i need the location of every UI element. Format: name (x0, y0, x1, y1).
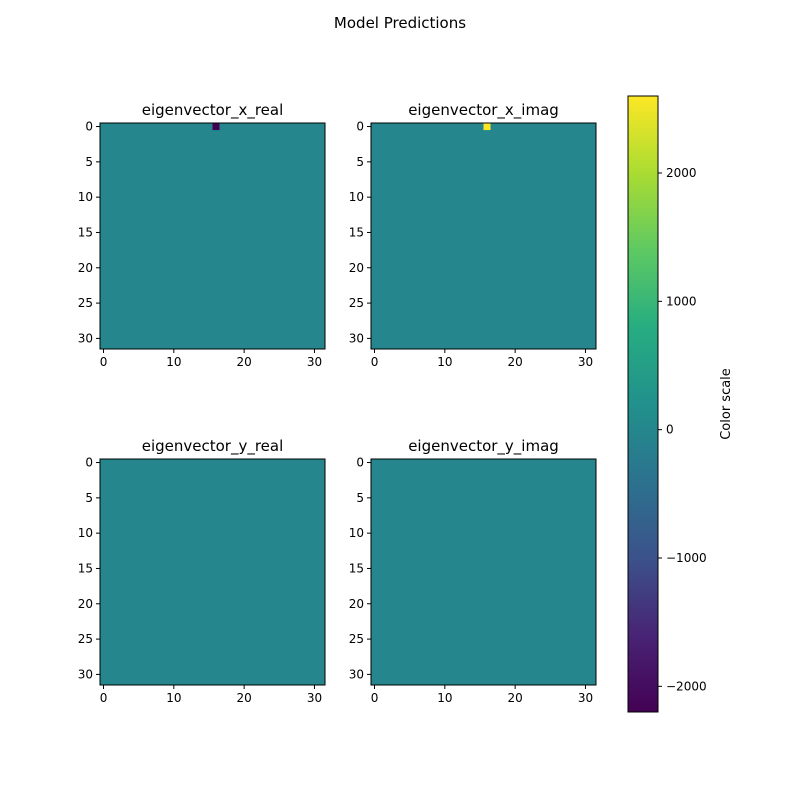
heatmap-title: eigenvector_y_real (142, 437, 284, 456)
colorbar-tick-label: −2000 (666, 679, 707, 693)
heatmap-cell (212, 123, 220, 131)
colorbar-tick-label: 2000 (666, 166, 697, 180)
y-tick-label: 30 (78, 667, 93, 681)
heatmap-panel: eigenvector_y_imag 0 10 20 30 0 5 10 15 20 25 30 (349, 437, 597, 705)
heatmap-title: eigenvector_x_real (142, 101, 284, 120)
colorbar-frame (627, 95, 659, 713)
colorbar-tick-label: −1000 (666, 551, 707, 565)
y-tick-label: 25 (349, 632, 364, 646)
y-tick-label: 0 (356, 456, 364, 470)
x-tick-label: 10 (437, 355, 452, 369)
y-tick-label: 10 (78, 526, 93, 540)
y-tick-label: 20 (349, 261, 364, 275)
y-tick-label: 20 (78, 597, 93, 611)
heatmap-panel: eigenvector_y_real 0 10 20 30 0 5 10 15 20 25 30 (78, 437, 326, 705)
heatmap-title: eigenvector_y_imag (408, 437, 559, 456)
x-tick-label: 20 (508, 355, 523, 369)
x-tick-label: 30 (307, 691, 322, 705)
heatmap-background (371, 459, 596, 685)
y-tick-label: 30 (349, 667, 364, 681)
y-tick-label: 25 (78, 296, 93, 310)
y-tick-label: 5 (85, 491, 93, 505)
heatmap-background (100, 123, 325, 349)
y-tick-label: 5 (85, 155, 93, 169)
x-tick-label: 10 (437, 691, 452, 705)
y-tick-label: 0 (85, 456, 93, 470)
x-tick-label: 10 (166, 355, 181, 369)
heatmap-frame (370, 122, 597, 350)
heatmap-background (100, 459, 325, 685)
y-tick-label: 0 (85, 120, 93, 134)
y-tick-label: 5 (356, 491, 364, 505)
y-tick-label: 25 (349, 296, 364, 310)
y-tick-label: 15 (349, 225, 364, 239)
colorbar-tick-label: 0 (666, 423, 674, 437)
heatmap-frame (370, 458, 597, 686)
x-tick-label: 0 (100, 355, 108, 369)
y-tick-label: 10 (349, 526, 364, 540)
colorbar-gradient (628, 96, 658, 712)
colorbar-tick-label: 1000 (666, 294, 697, 308)
heatmap-background (371, 123, 596, 349)
heatmap-frame (99, 122, 326, 350)
x-tick-label: 30 (578, 691, 593, 705)
y-tick-label: 30 (349, 331, 364, 345)
heatmap-cell (483, 123, 491, 131)
y-tick-label: 20 (349, 597, 364, 611)
y-tick-label: 15 (349, 561, 364, 575)
heatmap-frame (99, 458, 326, 686)
y-tick-label: 20 (78, 261, 93, 275)
x-tick-label: 0 (371, 691, 379, 705)
heatmap-panel: eigenvector_x_imag 0 10 20 30 0 5 10 15 20 25 30 (349, 101, 597, 369)
figure-suptitle: Model Predictions (334, 14, 466, 32)
x-tick-label: 0 (100, 691, 108, 705)
colorbar: −2000 −1000 0 1000 2000 Color scale (627, 95, 734, 713)
x-tick-label: 20 (237, 355, 252, 369)
y-tick-label: 15 (78, 225, 93, 239)
x-tick-label: 10 (166, 691, 181, 705)
y-tick-label: 10 (349, 190, 364, 204)
x-tick-label: 30 (578, 355, 593, 369)
x-tick-label: 20 (508, 691, 523, 705)
heatmap-title: eigenvector_x_imag (408, 101, 559, 120)
y-tick-label: 5 (356, 155, 364, 169)
x-tick-label: 30 (307, 355, 322, 369)
x-tick-label: 0 (371, 355, 379, 369)
x-tick-label: 20 (237, 691, 252, 705)
colorbar-label: Color scale (719, 368, 734, 440)
y-tick-label: 15 (78, 561, 93, 575)
y-tick-label: 0 (356, 120, 364, 134)
y-tick-label: 30 (78, 331, 93, 345)
y-tick-label: 25 (78, 632, 93, 646)
y-tick-label: 10 (78, 190, 93, 204)
heatmap-panel: eigenvector_x_real 0 10 20 30 0 5 10 15 20 25 30 (78, 101, 326, 369)
